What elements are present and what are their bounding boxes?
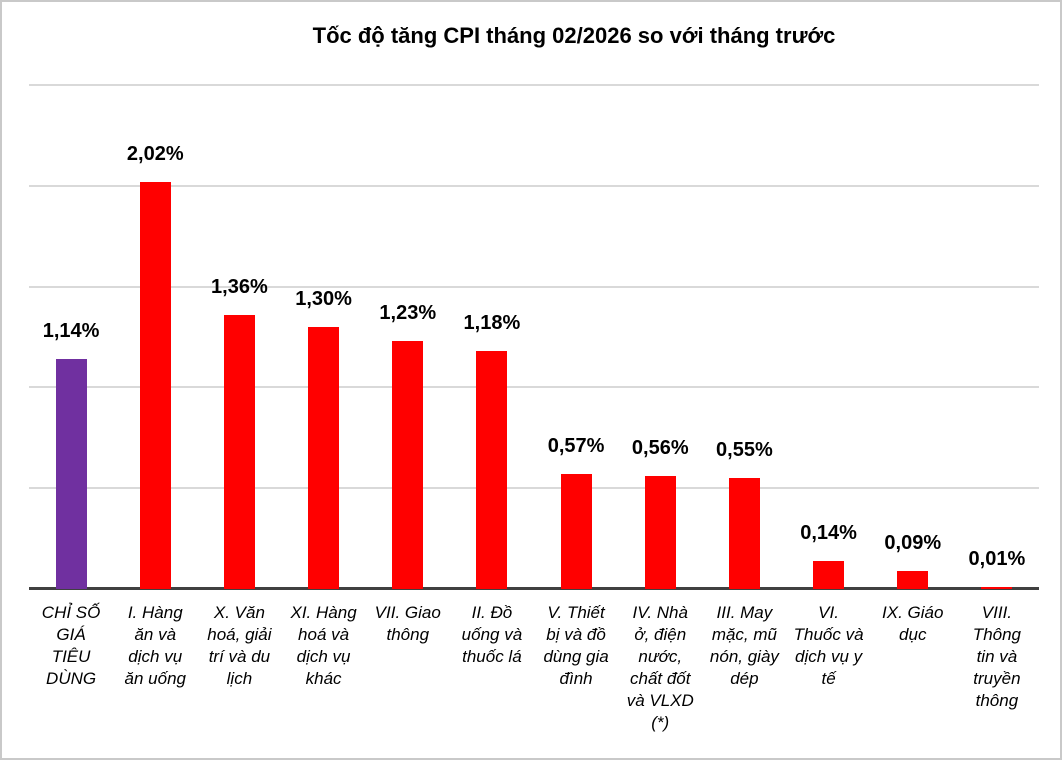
category-label-line: dục — [899, 625, 927, 644]
category-label-line: nón, giày — [709, 647, 779, 666]
bar-value-label: 0,57% — [547, 435, 605, 458]
category-label: CHỈ SỐ GIÁ TIÊU DÙNG — [42, 602, 101, 690]
category-label-line: tin và — [976, 647, 1018, 666]
category-label-line: nước, — [638, 647, 683, 666]
category-label-line: XI. Hàng — [290, 603, 357, 622]
bar — [55, 359, 87, 589]
gridline — [29, 84, 1039, 86]
category-label: I. Hàng ăn và dịch vụ ăn uống — [125, 602, 186, 690]
gridline — [29, 386, 1039, 389]
bar — [728, 478, 760, 589]
category-label: V. Thiết bị và đồ dùng gia đình — [543, 602, 608, 690]
category-label-line: truyền — [973, 669, 1021, 688]
category-label-line: dịch vụ — [296, 647, 351, 666]
bar-value-label: 2,02% — [126, 142, 184, 165]
bar-value-label: 0,14% — [800, 521, 857, 544]
category-label-line: và VLXD — [626, 691, 694, 710]
category-label-line: X. Văn — [213, 603, 265, 622]
category-label-line: mặc, mũ — [711, 625, 777, 644]
bar — [897, 570, 929, 589]
category-label-line: V. Thiết — [547, 603, 605, 622]
category-label-line: hoá, giải — [207, 625, 272, 644]
category-label-line: DÙNG — [46, 669, 97, 688]
category-label-line: VIII. — [981, 603, 1013, 622]
gridline — [29, 285, 1039, 288]
category-label-line: VI. — [818, 603, 839, 622]
category-label-line: Thuốc và — [793, 625, 864, 644]
category-label-line: ăn uống — [124, 669, 186, 688]
category-label-line: thuốc lá — [462, 647, 522, 666]
category-label: III. May mặc, mũ nón, giày dép — [710, 602, 779, 690]
category-label-line: trí và du — [208, 647, 271, 666]
bar-value-label: 1,36% — [211, 275, 268, 298]
category-label: IV. Nhà ở, điện nước, chất đốt và VLXD (*) — [627, 602, 694, 734]
bar — [308, 326, 340, 589]
bar-value-label: 1,14% — [42, 320, 100, 343]
gridline — [29, 184, 1039, 187]
category-label-line: III. May — [716, 603, 773, 622]
category-label-line: II. Đồ — [471, 603, 513, 622]
category-label-line: GIÁ — [56, 625, 86, 644]
x-axis-line — [29, 587, 1039, 590]
category-label-line: VII. Giao — [374, 603, 441, 622]
category-label-line: chất đốt — [630, 669, 691, 688]
category-label-line: lịch — [226, 669, 253, 688]
bar — [981, 586, 1013, 589]
plot-area: 1,14% CHỈ SỐ GIÁ TIÊU DÙNG 2,02% I. Hàng ăn và d… — [29, 2, 1039, 758]
category-label: IX. Giáo dục — [882, 602, 943, 646]
bar-value-label: 0,01% — [968, 547, 1026, 570]
category-label-line: dùng gia — [543, 647, 609, 666]
category-label: XI. Hàng hoá và dịch vụ khác — [291, 602, 357, 690]
category-label-line: đình — [559, 669, 593, 688]
category-label-line: ở, điện — [634, 625, 687, 644]
category-label-line: IX. Giáo — [882, 603, 944, 622]
category-label: VII. Giao thông — [375, 602, 441, 646]
category-label-line: CHỈ SỐ — [41, 603, 101, 622]
bar-value-label: 0,55% — [716, 439, 773, 462]
category-label-line: dịch vụ y — [795, 647, 863, 666]
category-label-line: IV. Nhà — [632, 603, 688, 622]
category-label-line: thông — [386, 625, 430, 644]
bar-value-label: 1,18% — [463, 312, 521, 335]
category-label-line: I. Hàng — [127, 603, 183, 622]
category-label-line: bị và đồ — [546, 625, 606, 644]
category-label: II. Đồ uống và thuốc lá — [462, 602, 523, 668]
category-label-line: khác — [305, 669, 342, 688]
bar — [139, 181, 171, 589]
category-label-line: hoá và — [298, 625, 350, 644]
bar — [560, 474, 592, 589]
category-label: VI. Thuốc và dịch vụ y tế — [794, 602, 864, 690]
category-label-line: dịch vụ — [128, 647, 183, 666]
bar-value-label: 0,56% — [631, 437, 689, 460]
bar — [644, 476, 676, 589]
gridline — [29, 487, 1039, 490]
category-label: VIII. Thông tin và truyền thông — [973, 602, 1021, 712]
category-label-line: dép — [730, 669, 759, 688]
chart-title: Tốc độ tăng CPI tháng 02/2026 so với thá… — [312, 23, 836, 48]
bar-value-label: 1,30% — [295, 287, 352, 310]
category-label-line: ăn và — [134, 625, 177, 644]
bar-value-label: 1,23% — [379, 302, 437, 325]
bar — [476, 351, 508, 589]
category-label-line: TIÊU — [51, 647, 91, 666]
category-label-line: (*) — [651, 713, 670, 732]
bar — [392, 341, 424, 589]
category-label-line: uống và — [461, 625, 523, 644]
category-label-line: tế — [821, 669, 836, 688]
category-label: X. Văn hoá, giải trí và du lịch — [207, 602, 271, 690]
bar-value-label: 0,09% — [884, 531, 942, 554]
bar — [813, 560, 845, 589]
bar — [223, 314, 255, 589]
category-label-line: thông — [975, 691, 1019, 710]
category-label-line: Thông — [972, 625, 1022, 644]
